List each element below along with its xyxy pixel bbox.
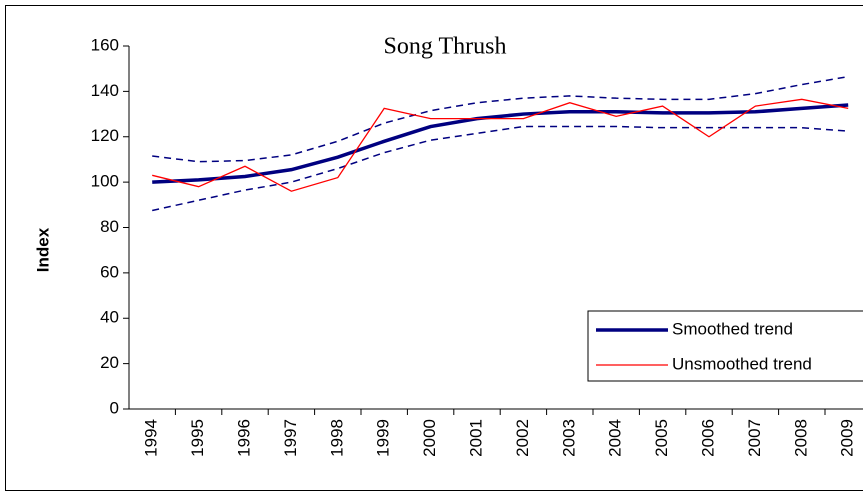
x-tick-label: 1999 <box>374 419 393 457</box>
x-tick-label: 2001 <box>466 419 485 457</box>
x-tick-label: 1994 <box>142 419 161 457</box>
y-tick-label: 140 <box>91 81 119 100</box>
y-tick-label: 40 <box>100 308 119 327</box>
x-tick-label: 1998 <box>327 419 346 457</box>
x-tick-label: 2004 <box>606 419 625 457</box>
y-tick-label: 80 <box>100 217 119 236</box>
chart-border <box>5 5 863 491</box>
legend-label: Unsmoothed trend <box>672 354 812 373</box>
y-tick-label: 60 <box>100 262 119 281</box>
y-tick-label: 120 <box>91 126 119 145</box>
confidence-band <box>152 75 849 163</box>
x-tick-label: 2003 <box>559 419 578 457</box>
x-tick-label: 2002 <box>513 419 532 457</box>
y-tick-label: 160 <box>91 35 119 54</box>
series-line <box>152 103 849 184</box>
x-tick-label: 1996 <box>234 419 253 457</box>
chart-title: Song Thrush <box>384 34 507 60</box>
x-tick-label: 1997 <box>281 419 300 457</box>
y-tick-label: 20 <box>100 353 119 372</box>
x-tick-label: 2008 <box>791 419 810 457</box>
x-tick-label: 2007 <box>745 419 764 457</box>
confidence-band <box>152 125 849 212</box>
y-tick-label: 0 <box>110 398 119 417</box>
legend-label: Smoothed trend <box>672 319 793 338</box>
x-tick-label: 1995 <box>188 419 207 457</box>
x-tick-label: 2000 <box>420 419 439 457</box>
series-line <box>152 98 849 192</box>
y-tick-label: 100 <box>91 172 119 191</box>
x-tick-label: 2006 <box>698 419 717 457</box>
x-tick-label: 2005 <box>652 419 671 457</box>
legend <box>587 310 863 382</box>
x-tick-label: 2009 <box>838 419 857 457</box>
y-axis-label: Index <box>33 227 52 272</box>
